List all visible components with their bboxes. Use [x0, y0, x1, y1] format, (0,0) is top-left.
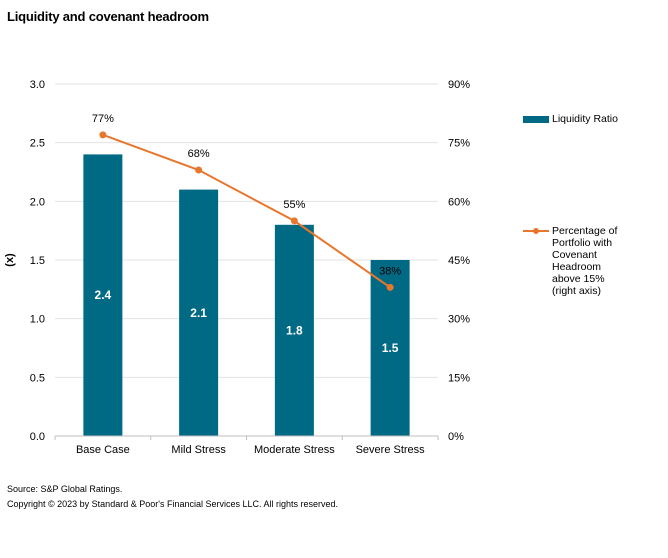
- bar: [274, 224, 314, 436]
- bar-data-label: 1.8: [286, 323, 303, 337]
- x-tick-label: Base Case: [76, 444, 130, 456]
- x-tick-label: Moderate Stress: [254, 444, 335, 456]
- line-data-label: 55%: [283, 199, 305, 211]
- legend-swatch-marker: [533, 228, 539, 234]
- line-point: [195, 166, 203, 174]
- line-data-label: 38%: [379, 265, 401, 277]
- y2-tick-label: 30%: [448, 314, 470, 326]
- y-tick-label: 0.5: [30, 372, 45, 384]
- y2-tick-label: 0%: [448, 431, 464, 443]
- bar: [179, 189, 219, 436]
- bar-data-label: 2.4: [95, 288, 112, 302]
- y-axis-title: (x): [4, 253, 16, 267]
- legend-label: Percentage of Portfolio with Covenant He…: [552, 225, 618, 297]
- y2-tick-label: 60%: [448, 196, 470, 208]
- line-point: [386, 283, 394, 291]
- bar-data-label: 1.5: [382, 341, 399, 355]
- y2-tick-label: 45%: [448, 255, 470, 267]
- line-point: [99, 131, 107, 139]
- line-point: [290, 217, 298, 225]
- copyright-note: Copyright © 2023 by Standard & Poor's Fi…: [7, 499, 339, 509]
- y-tick-label: 1.5: [30, 255, 45, 267]
- bar-data-label: 2.1: [190, 306, 207, 320]
- legend-item-covenant-headroom: Percentage of Portfolio with Covenant He…: [523, 225, 653, 305]
- source-note: Source: S&P Global Ratings.: [7, 484, 123, 494]
- line-data-label: 77%: [92, 113, 114, 125]
- y2-tick-label: 75%: [448, 138, 470, 150]
- line-data-label: 68%: [188, 148, 210, 160]
- legend-item-liquidity-ratio: Liquidity Ratio: [523, 113, 653, 127]
- chart-title: Liquidity and covenant headroom: [7, 9, 209, 24]
- y2-tick-label: 90%: [448, 79, 470, 91]
- y-tick-label: 1.0: [30, 314, 45, 326]
- y-tick-label: 0.0: [30, 431, 45, 443]
- y-tick-label: 2.0: [30, 196, 45, 208]
- chart: 0.0 0% 0.5 15% 1.0 30% 1.5 45% 2.0 60% 2.5 75% 3.0 90…: [4, 79, 470, 456]
- y2-tick-label: 15%: [448, 372, 470, 384]
- x-tick-label: Mild Stress: [171, 444, 226, 456]
- x-tick-label: Severe Stress: [356, 444, 426, 456]
- legend-label: Liquidity Ratio: [552, 113, 618, 125]
- bar: [83, 154, 123, 436]
- line-series: [102, 133, 391, 289]
- legend-swatch-bar: [523, 116, 549, 123]
- y-tick-label: 3.0: [30, 79, 45, 91]
- y-tick-label: 2.5: [30, 138, 45, 150]
